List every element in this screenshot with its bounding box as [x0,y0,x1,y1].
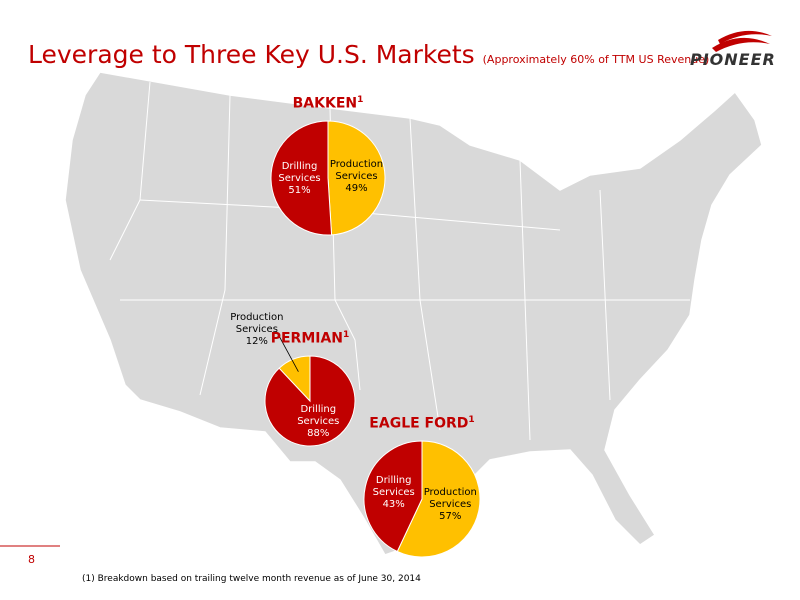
slice-category: Drilling Services [372,474,415,498]
slice-value: 57% [439,511,462,523]
logo: PIONEER [690,50,776,69]
slice-category: Production Services [423,487,477,511]
pie-slice [270,120,333,236]
slice-label: Drilling Services 43% [359,475,429,511]
title-note: 1 [357,95,364,105]
leader-line [276,331,299,372]
slice-value: 12% [245,335,268,347]
pie-slice [396,440,481,558]
slice-label: Production Services 49% [321,159,391,195]
title-text: Leverage to Three Key U.S. Markets [28,40,475,69]
pie-title: EAGLE FORD1 [369,415,474,432]
pie-slice [278,355,311,403]
slice-category: Drilling Services [278,160,321,184]
pie-title-text: PERMIAN [270,330,344,347]
slice-category: Production Services [230,311,284,335]
slice-value: 43% [382,498,405,510]
slice-category: Drilling Services [297,403,340,427]
title-note: 1 [343,330,350,340]
slice-label: Production Services 57% [415,487,485,523]
slice-label: Drilling Services 51% [265,161,335,197]
slice-value: 88% [307,427,330,439]
slice-value: 49% [345,183,368,195]
slide-title: Leverage to Three Key U.S. Markets (Appr… [28,40,709,69]
slice-value: 51% [288,184,311,196]
footnote: (1) Breakdown based on trailing twelve m… [82,574,421,584]
pie-title: PERMIAN1 [271,330,350,347]
pie-title-text: BAKKEN [292,95,358,112]
title-note: 1 [468,415,475,425]
page-number: 8 [28,553,35,566]
pie-slice [363,440,423,553]
slice-label: Production Services 12% [222,312,292,348]
pie-title: BAKKEN1 [293,95,364,112]
subtitle: (Approximately 60% of TTM US Revenue) [482,53,710,66]
pie-slice [327,120,386,236]
slice-label: Drilling Services 88% [283,404,353,440]
us-map [64,71,763,556]
slice-category: Production Services [329,159,384,183]
pie-title-text: EAGLE FORD [369,415,469,432]
